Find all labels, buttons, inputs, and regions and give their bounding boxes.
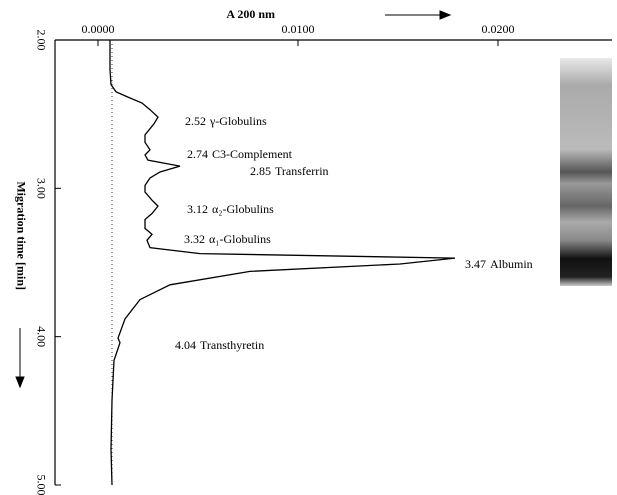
annotation-time: 2.85 bbox=[250, 164, 271, 178]
x-axis-label: A 200 nm bbox=[226, 7, 275, 21]
y-tick-label: 4.00 bbox=[34, 326, 48, 347]
annotation-name: α₁-Globulins bbox=[209, 232, 271, 246]
y-axis-label: Migration time [min] bbox=[14, 181, 28, 290]
annotation-name: Transthyretin bbox=[200, 338, 264, 352]
y-tick-label: 5.00 bbox=[34, 475, 48, 495]
annotation-time: 2.52 bbox=[185, 114, 206, 128]
annotation-time: 4.04 bbox=[175, 338, 196, 352]
annotation-time: 3.12 bbox=[187, 202, 208, 216]
y-tick-label: 3.00 bbox=[34, 178, 48, 199]
annotation-name: C3-Complement bbox=[212, 147, 293, 161]
annotation-time: 3.32 bbox=[184, 232, 205, 246]
gel-image bbox=[560, 58, 612, 286]
chart: A 200 nm Migration time [min] 0.0000 0.01… bbox=[0, 0, 617, 495]
x-tick-label: 0.0100 bbox=[282, 22, 315, 36]
y-tick-label: 2.00 bbox=[34, 30, 48, 51]
trace bbox=[110, 40, 455, 485]
annotation-time: 2.74 bbox=[187, 147, 208, 161]
x-arrow bbox=[385, 11, 450, 19]
annotation-name: γ-Globulins bbox=[209, 114, 267, 128]
annotation-name: Albumin bbox=[490, 257, 533, 271]
annotation-name: α₂-Globulins bbox=[212, 202, 274, 216]
annotation-time: 3.47 bbox=[465, 257, 486, 271]
y-arrow bbox=[16, 328, 24, 387]
x-tick-label: 0.0200 bbox=[482, 22, 515, 36]
x-tick-label: 0.0000 bbox=[82, 22, 115, 36]
annotation-name: Transferrin bbox=[275, 164, 329, 178]
